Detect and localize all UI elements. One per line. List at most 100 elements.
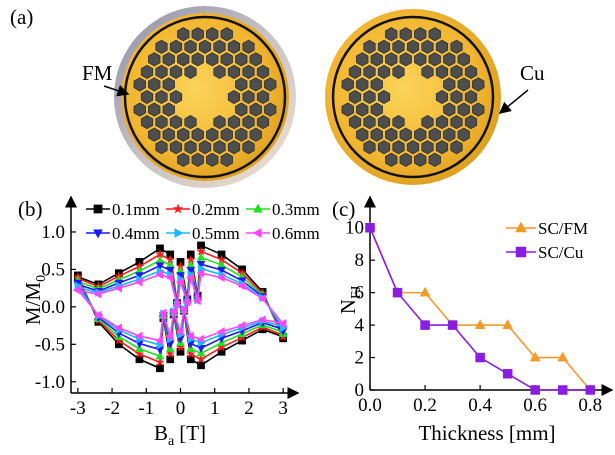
hexagon-hole <box>421 140 434 155</box>
hexagon-hole <box>191 127 204 142</box>
marker <box>93 310 102 320</box>
hexagon-hole <box>435 89 449 105</box>
marker <box>175 277 184 287</box>
hexagon-hole <box>155 39 168 54</box>
hexagon-hole <box>392 64 405 79</box>
hexagon-hole <box>457 77 470 92</box>
panel-label: (a) <box>10 5 33 29</box>
hexagon-hole <box>421 115 434 130</box>
x-tick-label: -1 <box>138 398 154 419</box>
ring <box>331 15 495 179</box>
hexagon-hole <box>385 127 398 142</box>
hexagon-hole <box>169 89 183 105</box>
hexagon-hole <box>443 77 456 92</box>
hexagon-hole <box>450 140 463 155</box>
marker <box>196 268 205 278</box>
x-axis-label-part: B <box>154 421 168 445</box>
hexagon-hole <box>169 39 183 54</box>
marker <box>392 287 403 298</box>
hexagon-hole <box>148 102 161 117</box>
hexagon-hole <box>191 52 204 67</box>
hexagon-hole <box>169 64 183 79</box>
hexagon-hole <box>249 127 262 142</box>
hexagon-hole <box>264 102 277 117</box>
hexagon-hole <box>370 52 383 67</box>
hexagon-hole <box>421 39 434 54</box>
marker <box>185 331 194 341</box>
y-axis-label: M/M0 <box>21 275 49 325</box>
marker <box>134 331 143 341</box>
hexagon-hole <box>348 89 362 105</box>
hexagon-hole <box>227 64 241 79</box>
cu-disk <box>325 9 501 185</box>
hexagon-hole <box>213 140 226 155</box>
marker <box>197 361 205 370</box>
marker <box>176 347 185 356</box>
legend-label: 0.2mm <box>192 200 240 219</box>
marker <box>186 260 196 269</box>
hexagon-hole <box>227 115 241 130</box>
marker <box>196 334 205 344</box>
hexagon-hole <box>464 115 478 130</box>
hexagon-hole <box>169 140 183 155</box>
hexagon-hole <box>421 64 434 79</box>
hexagon-hole <box>399 52 412 67</box>
marker <box>186 267 196 276</box>
marker <box>237 281 246 291</box>
hexagon-hole <box>198 140 212 155</box>
hexagon-hole <box>356 52 369 67</box>
hexagon-hole <box>155 140 168 155</box>
marker <box>216 273 225 283</box>
hexagon-hole <box>162 127 175 142</box>
hexagon-hole <box>220 27 233 42</box>
hexagon-hole <box>392 115 405 130</box>
marker <box>158 308 167 318</box>
hexagon-hole <box>370 127 383 142</box>
marker <box>237 321 246 330</box>
hexagon-hole <box>443 127 456 142</box>
marker <box>196 354 206 364</box>
x-tick-label: 1 <box>210 398 220 419</box>
hexagon-hole <box>213 64 226 79</box>
marker <box>182 297 191 307</box>
marker <box>165 331 174 341</box>
plot: 0.0 0.2 0.4 0.6 0.8 0 2 4 6 8 10 Thickness [mm] NFJ S… <box>336 195 614 445</box>
hexagon-hole <box>140 115 154 130</box>
legend-marker <box>93 229 103 239</box>
fm-disk <box>114 6 296 188</box>
y-tick-label: -0.5 <box>35 334 65 355</box>
x-axis-label: Thickness [mm] <box>418 421 555 445</box>
marker <box>73 286 81 295</box>
hexagon-hole <box>363 64 376 79</box>
x-axis-label: Ba [T] <box>154 421 206 449</box>
hexagon-hole <box>155 64 168 79</box>
hexagon-hole <box>450 89 463 105</box>
hexagon-hole <box>399 152 412 167</box>
hexagon-hole <box>356 102 369 117</box>
y-tick-label: 1.0 <box>41 222 65 243</box>
marker <box>257 315 266 324</box>
hexagon-hole <box>206 152 219 167</box>
y-axis-label: NFJ <box>336 285 364 314</box>
hexagon-hole <box>227 140 241 155</box>
y-tick-label: -1.0 <box>35 372 65 393</box>
x-axis-label-part: a <box>168 434 175 449</box>
marker <box>134 277 143 287</box>
hexagon-hole <box>220 152 233 167</box>
hexagon-hole <box>256 64 270 79</box>
x-tick-label: 0.0 <box>358 395 382 416</box>
y-axis-label-part: 0 <box>34 275 49 282</box>
marker <box>185 348 196 359</box>
legend-marker <box>252 228 262 238</box>
y-axis-label-part: M/M <box>21 282 45 326</box>
marker <box>155 351 165 360</box>
gold-disk <box>121 13 289 181</box>
marker <box>420 320 430 330</box>
hexagon-hole <box>133 77 146 92</box>
hexagon-hole <box>264 77 277 92</box>
hexagon-hole <box>399 127 412 142</box>
marker <box>474 319 486 329</box>
y-tick-label: 10 <box>345 218 364 239</box>
marker <box>192 296 201 306</box>
hexagon-hole <box>406 140 420 155</box>
